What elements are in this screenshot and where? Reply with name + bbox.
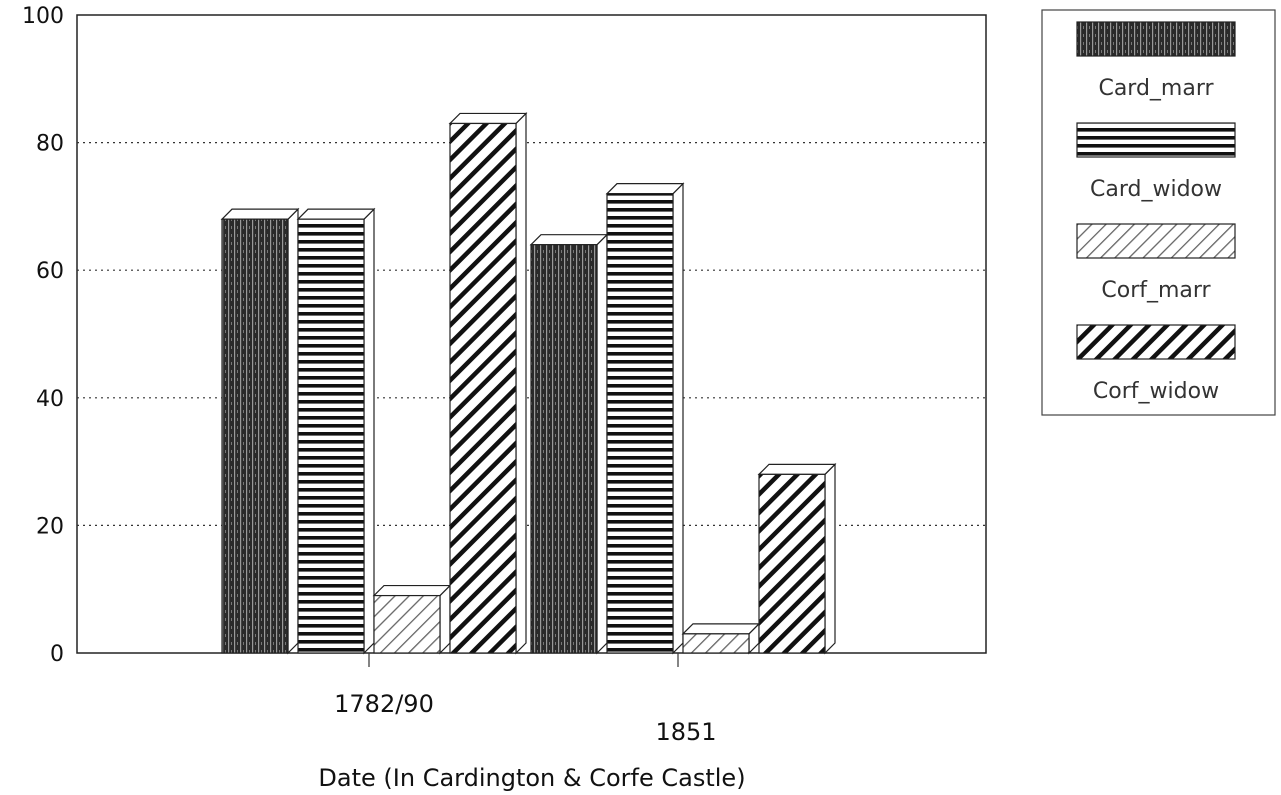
legend-swatch (1076, 223, 1236, 259)
bar-Corf_widow-1851 (757, 462, 837, 655)
y-axis: 0 20 40 60 80 100 (22, 4, 64, 667)
bar-Corf_marr-1782/90 (372, 584, 452, 655)
y-tick-label: 80 (36, 132, 64, 157)
bar-Card_marr-1782/90 (220, 207, 300, 655)
y-tick-label: 100 (22, 4, 64, 29)
legend-label: Card_marr (1098, 76, 1214, 101)
legend-swatch (1076, 324, 1236, 360)
legend-item-Corf_widow: Corf_widow (1076, 324, 1236, 404)
bar-Card_marr-1851 (529, 233, 609, 655)
legend-label: Corf_marr (1101, 278, 1211, 303)
legend: Card_marr Card_widow Corf_marr Corf_widow (1041, 9, 1276, 416)
bars (220, 112, 837, 655)
y-tick-label: 20 (36, 514, 64, 539)
bar-Corf_widow-1782/90 (448, 112, 528, 655)
legend-item-Card_widow: Card_widow (1076, 122, 1236, 202)
legend-swatch (1076, 122, 1236, 158)
bar-Card_widow-1851 (605, 182, 685, 655)
x-tick-label: 1782/90 (334, 690, 434, 718)
y-tick-label: 0 (50, 642, 64, 667)
x-axis-title: Date (In Cardington & Corfe Castle) (318, 764, 745, 792)
legend-item-Card_marr: Card_marr (1076, 21, 1236, 101)
y-tick-label: 60 (36, 259, 64, 284)
legend-swatch (1076, 21, 1236, 57)
x-axis: 1782/90 1851 (334, 653, 717, 746)
y-tick-label: 40 (36, 387, 64, 412)
bar-Corf_marr-1851 (681, 622, 761, 655)
legend-label: Card_widow (1090, 177, 1222, 202)
legend-item-Corf_marr: Corf_marr (1076, 223, 1236, 303)
legend-label: Corf_widow (1093, 379, 1219, 404)
bar-Card_widow-1782/90 (296, 207, 376, 655)
x-tick-label: 1851 (655, 718, 716, 746)
